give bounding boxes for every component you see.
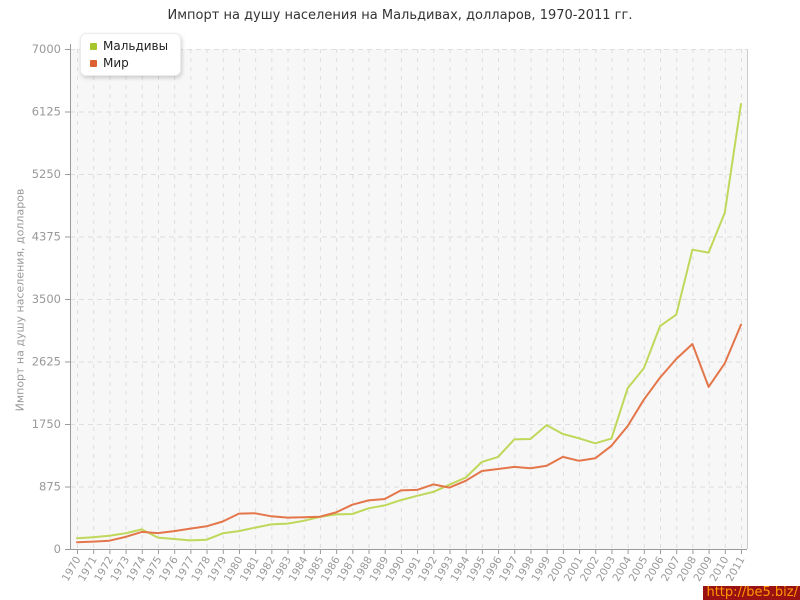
gridlines (70, 49, 747, 549)
svg-text:3500: 3500 (32, 292, 61, 306)
x-axis-tick-labels: 1970197119721973197419751976197719781979… (60, 554, 748, 583)
legend-label-maldives: Мальдивы (103, 39, 169, 53)
legend-item-maldives: Мальдивы (90, 39, 168, 53)
svg-text:1750: 1750 (32, 417, 61, 431)
series-line-world (76, 323, 742, 544)
y-axis-tick-labels: 0 875 1750 2625 3500 4375 5250 6125 7000 (32, 42, 61, 556)
svg-text:0: 0 (54, 542, 61, 556)
axes (65, 44, 747, 554)
svg-text:2625: 2625 (32, 355, 61, 369)
svg-text:5250: 5250 (32, 167, 61, 181)
legend-item-world: Мир (90, 56, 168, 70)
watermark-link[interactable]: http://be5.biz/ (703, 586, 800, 600)
legend: Мальдивы Мир (80, 33, 182, 76)
chart-title: Импорт на душу населения на Мальдивах, д… (167, 8, 633, 23)
legend-label-world: Мир (103, 56, 129, 70)
svg-text:4375: 4375 (32, 230, 61, 244)
svg-text:6125: 6125 (32, 105, 61, 119)
legend-swatch-world-icon (90, 59, 97, 67)
series-line-maldives (76, 103, 742, 542)
legend-swatch-maldives-icon (90, 42, 97, 50)
svg-text:875: 875 (39, 480, 61, 494)
svg-text:7000: 7000 (32, 42, 61, 56)
